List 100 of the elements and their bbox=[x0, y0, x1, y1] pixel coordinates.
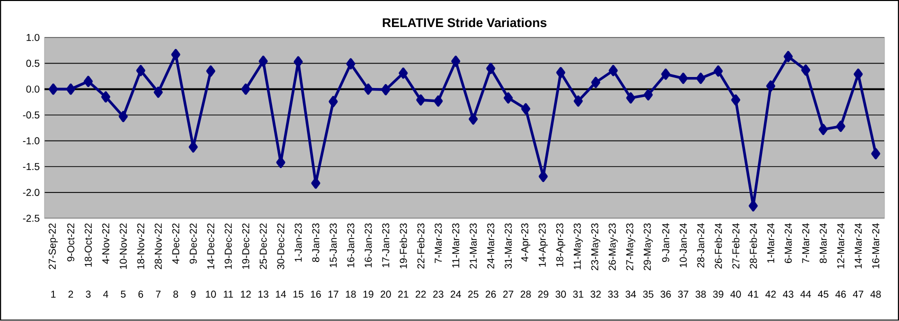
text: 8 bbox=[173, 290, 178, 298]
point bbox=[714, 66, 723, 77]
x-tick-label: 16-Jan-23 bbox=[347, 224, 354, 268]
text: 15 bbox=[293, 290, 304, 298]
text: 30 bbox=[556, 290, 566, 298]
point bbox=[241, 84, 250, 95]
text: 10 bbox=[206, 290, 216, 298]
y-tick-label: -1.0 bbox=[23, 137, 40, 144]
x-tick-label: 19-Dec-22 bbox=[224, 224, 232, 270]
point bbox=[766, 80, 776, 92]
point bbox=[258, 56, 268, 67]
text: 33 bbox=[608, 290, 618, 298]
y-tick-label: -0.5 bbox=[23, 112, 40, 119]
text: 17 bbox=[328, 290, 338, 298]
x-tick-label: 1-Jan-23 bbox=[294, 224, 302, 262]
text: 32 bbox=[590, 290, 601, 298]
text: 1 bbox=[51, 290, 56, 298]
point bbox=[171, 49, 180, 60]
text: 24 bbox=[450, 290, 461, 298]
point bbox=[188, 142, 198, 153]
text: 29 bbox=[538, 290, 548, 298]
point bbox=[801, 64, 810, 76]
x-tick-label: 28-Nov-22 bbox=[154, 224, 162, 270]
point bbox=[451, 56, 460, 67]
point bbox=[398, 68, 408, 79]
x-tick-label: 28-Feb-24 bbox=[750, 223, 757, 269]
text: 36 bbox=[660, 290, 671, 298]
point bbox=[154, 86, 163, 98]
point bbox=[556, 67, 566, 78]
point bbox=[101, 91, 110, 103]
text: 31 bbox=[573, 290, 584, 298]
point bbox=[854, 68, 863, 80]
point bbox=[748, 200, 758, 212]
point bbox=[871, 148, 880, 160]
point bbox=[48, 84, 58, 95]
x-tick-label: 9-Jan-24 bbox=[662, 223, 670, 262]
text: 22 bbox=[416, 290, 426, 298]
x-tick-label: 10-Nov-22 bbox=[120, 224, 127, 270]
text: 19 bbox=[363, 290, 374, 298]
x-tick-label: 14-Mar-24 bbox=[854, 223, 862, 268]
text: 35 bbox=[643, 290, 654, 298]
point bbox=[818, 124, 828, 136]
text: 14 bbox=[276, 290, 286, 298]
text: 41 bbox=[748, 290, 758, 298]
text: 39 bbox=[713, 290, 724, 298]
text: 6 bbox=[138, 290, 144, 298]
text: 5 bbox=[120, 290, 126, 298]
x-tick-label: 4-Nov-22 bbox=[102, 224, 110, 264]
point bbox=[311, 178, 320, 189]
text: 7 bbox=[156, 290, 161, 298]
text: 20 bbox=[380, 290, 391, 298]
text: 48 bbox=[870, 290, 881, 298]
point bbox=[434, 96, 443, 107]
text: 45 bbox=[818, 290, 828, 298]
point bbox=[626, 92, 636, 104]
x-tick-label: 9-Dec-22 bbox=[190, 224, 197, 264]
text: 40 bbox=[730, 290, 741, 298]
x-tick-label: 18-Apr-23 bbox=[556, 224, 566, 267]
text: 27 bbox=[503, 290, 514, 298]
point bbox=[364, 84, 373, 95]
x-tick-label: 4-Apr-23 bbox=[521, 224, 530, 262]
point bbox=[836, 120, 846, 132]
x-tick-label: 27-Sep-22 bbox=[48, 224, 58, 270]
text: 23 bbox=[433, 290, 444, 298]
text: 4 bbox=[103, 290, 108, 298]
point bbox=[381, 84, 390, 96]
point bbox=[346, 58, 356, 70]
x-tick-label: 18-Nov-22 bbox=[137, 224, 144, 270]
x-tick-label: 25-Dec-22 bbox=[260, 224, 267, 270]
text: 2 bbox=[68, 290, 74, 298]
point bbox=[136, 65, 146, 76]
point bbox=[731, 94, 740, 106]
text: 13 bbox=[258, 290, 268, 298]
point bbox=[591, 76, 600, 88]
point bbox=[661, 68, 670, 80]
x-tick-label: 30-Dec-22 bbox=[277, 224, 284, 270]
text: 43 bbox=[782, 290, 794, 298]
x-tick-label: 11-Mar-23 bbox=[452, 224, 460, 268]
x-tick-label: 8-Mar-24 bbox=[820, 223, 827, 264]
x-tick-label: 22-Feb-23 bbox=[417, 224, 424, 269]
y-tick-label: 0.5 bbox=[26, 60, 40, 68]
point bbox=[486, 63, 496, 74]
x-tick-label: 24-Mar-23 bbox=[487, 224, 494, 269]
x-tick-label: 16-Jan-23 bbox=[364, 224, 372, 268]
point bbox=[206, 66, 216, 77]
text: 47 bbox=[852, 290, 864, 298]
x-tick-label: 19-Feb-23 bbox=[400, 224, 407, 268]
point bbox=[574, 96, 583, 107]
point bbox=[504, 92, 513, 104]
point bbox=[644, 89, 653, 101]
point bbox=[608, 65, 618, 76]
point bbox=[276, 157, 286, 168]
x-tick-label: 19-Dec-22 bbox=[242, 224, 250, 270]
y-tick-label: -2.5 bbox=[23, 214, 40, 222]
x-tick-label: 12-Mar-24 bbox=[837, 223, 844, 268]
x-tick-label: 8-Jan-23 bbox=[312, 224, 320, 262]
text: 21 bbox=[398, 290, 408, 298]
text: 46 bbox=[835, 290, 846, 298]
y-tick-label: 1.0 bbox=[26, 34, 40, 42]
point bbox=[416, 94, 426, 106]
